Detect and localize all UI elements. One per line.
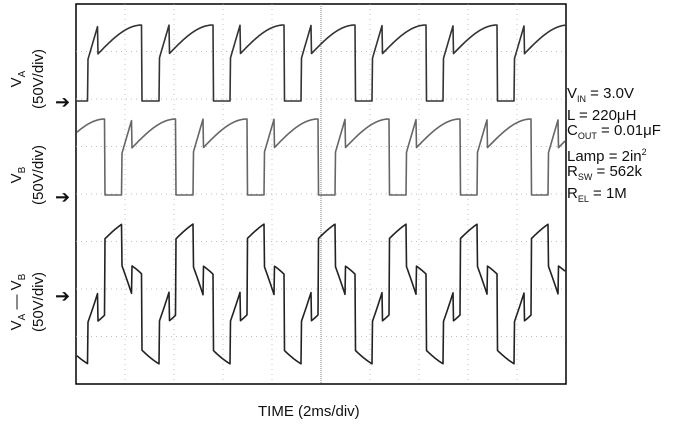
graticule — [76, 4, 566, 384]
trace-diff-scale: (50V/div) — [30, 271, 47, 333]
condition-lamp: Lamp = 2in2 — [567, 146, 647, 165]
trace-b-label: VB (50V/div) — [8, 135, 47, 215]
trace-b-scale: (50V/div) — [30, 144, 47, 206]
trace-b-label-sub: B — [17, 166, 28, 174]
trace-va-minus-vb — [76, 223, 566, 365]
trace-diff-label-sub-b: B — [17, 273, 28, 281]
trace-va — [76, 24, 566, 102]
trace-a-label: VA (50V/div) — [8, 39, 47, 119]
condition-rsw: RSW = 562k — [567, 163, 642, 182]
condition-rel: REL = 1M — [567, 184, 627, 204]
trace-a-scale: (50V/div) — [30, 48, 47, 110]
trace-diff-label: VA — VB (50V/div) — [8, 252, 47, 352]
trace-diff-ground-arrow: ➔ — [55, 286, 71, 306]
waveform-traces — [76, 24, 566, 365]
trace-b-label-v: V — [8, 173, 25, 184]
trace-a-label-sub: A — [17, 70, 28, 78]
trace-diff-label-v: V — [8, 320, 25, 331]
trace-b-ground-arrow: ➔ — [55, 187, 71, 207]
condition-cout: COUT = 0.01μF — [567, 122, 661, 141]
condition-vin: VIN = 3.0V — [567, 85, 634, 104]
test-conditions: VIN = 3.0V L = 220μH COUT = 0.01μF Lamp … — [567, 86, 661, 207]
trace-a-ground-arrow: ➔ — [55, 92, 71, 112]
trace-vb — [76, 118, 566, 196]
trace-diff-label-sub-a: A — [17, 313, 28, 321]
condition-l: L = 220μH — [567, 106, 637, 124]
trace-diff-label-minus: — V — [8, 280, 25, 314]
trace-a-label-v: V — [8, 77, 25, 88]
x-axis-label: TIME (2ms/div) — [258, 403, 360, 420]
